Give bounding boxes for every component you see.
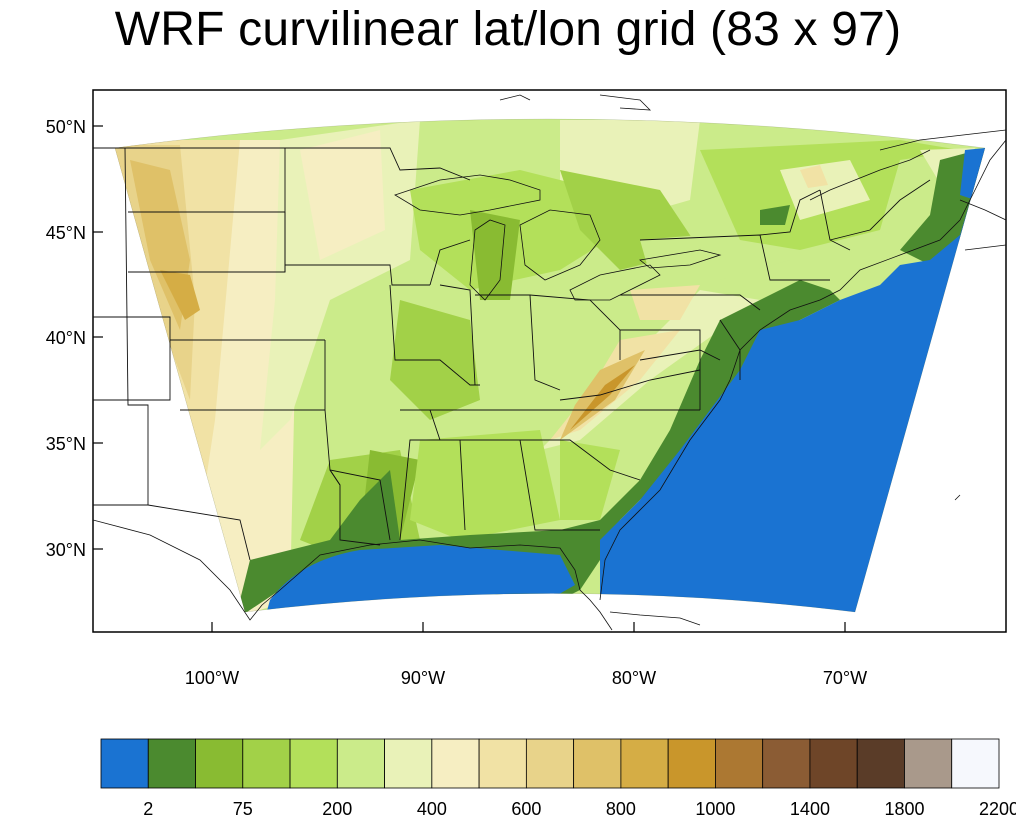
lon-label-80w: 80°W: [612, 668, 656, 688]
colorbar-swatch: [478, 738, 527, 789]
colorbar-label: 75: [233, 799, 253, 819]
boundaries: [93, 147, 931, 561]
colorbar-swatch: [762, 738, 811, 789]
colorbar-label: 600: [511, 799, 541, 819]
colorbar-label: 200: [322, 799, 352, 819]
lon-label-70w: 70°W: [823, 668, 867, 688]
colorbar-swatch: [951, 738, 1000, 789]
colorbar-swatch: [195, 738, 244, 789]
colorbar-swatch: [620, 738, 669, 789]
colorbar-label: 2200: [979, 799, 1016, 819]
colorbar-swatch: [809, 738, 858, 789]
colorbar-label: 400: [417, 799, 447, 819]
colorbar-label: 1800: [884, 799, 924, 819]
colorbar-swatch: [856, 738, 905, 789]
colorbar-swatch: [242, 738, 291, 789]
colorbar-swatch: [904, 738, 953, 789]
lat-label-45: 45°N: [46, 223, 86, 243]
colorbar-swatch: [525, 738, 575, 789]
coastlines: [93, 94, 1006, 631]
colorbar-swatch: [289, 738, 338, 789]
axis-ticks: [93, 125, 846, 632]
colorbar-swatch: [384, 738, 433, 789]
lat-label-30: 30°N: [46, 540, 86, 560]
colorbar-swatch: [431, 738, 480, 789]
colorbar-labels: 2 75 200 400 600 800 1000 1400 1800 2200: [143, 799, 1016, 819]
colorbar-swatch: [100, 738, 149, 789]
lon-label-90w: 90°W: [401, 668, 445, 688]
terrain-field: [115, 119, 985, 612]
domain-outline: [114, 118, 986, 613]
lon-label-100w: 100°W: [185, 668, 239, 688]
colorbar-swatch: [715, 738, 764, 789]
colorbar-swatch: [573, 738, 622, 789]
colorbar-label: 1400: [790, 799, 830, 819]
lat-label-35: 35°N: [46, 434, 86, 454]
colorbar-label: 2: [143, 799, 153, 819]
lat-label-50: 50°N: [46, 117, 86, 137]
colorbar-label: 800: [606, 799, 636, 819]
colorbar-swatch: [147, 738, 196, 789]
lat-label-40: 40°N: [46, 328, 86, 348]
colorbar-swatch: [336, 738, 385, 789]
colorbar-swatch: [667, 738, 716, 789]
map-title: WRF curvilinear lat/lon grid (83 x 97): [114, 3, 902, 56]
colorbar-label: 1000: [695, 799, 735, 819]
colorbar: [100, 738, 1000, 789]
